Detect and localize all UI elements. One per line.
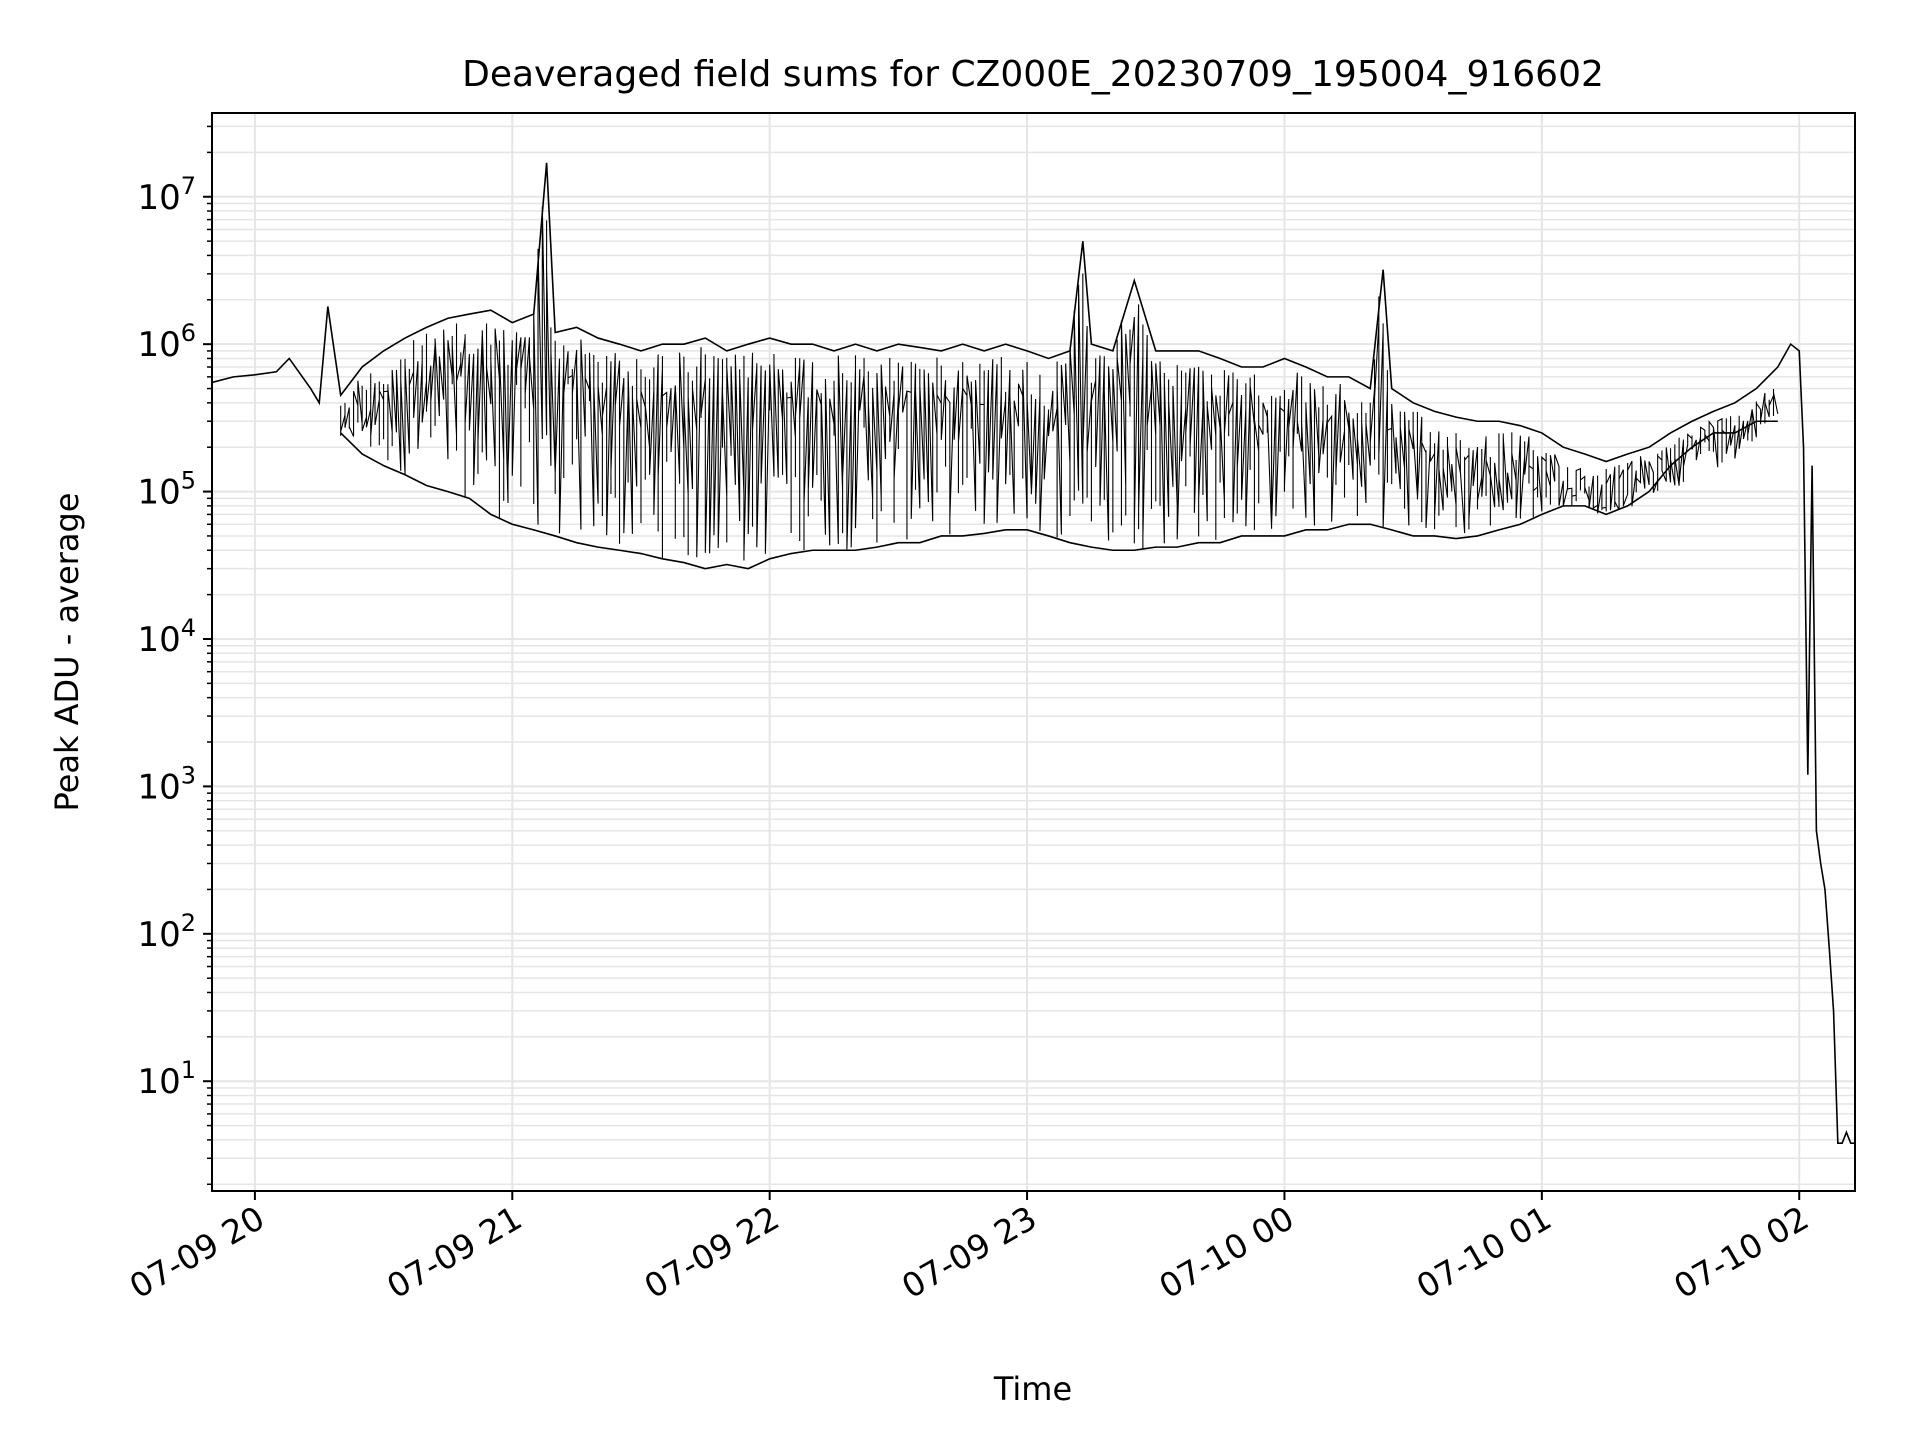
y-tick-label: 107 [137,172,196,218]
series-noise-trace [340,206,1779,561]
series-upper-line [211,162,1855,1144]
y-tick-label: 105 [137,467,196,513]
y-tick-label: 104 [137,614,196,660]
x-axis-label: Time [993,1370,1072,1408]
data-layer [211,162,1855,1144]
plot-frame [211,112,1856,1192]
y-tick-label: 106 [137,319,196,365]
chart-title: Deaveraged field sums for CZ000E_2023070… [462,54,1604,95]
y-axis-label: Peak ADU - average [48,493,86,812]
y-tick-label: 102 [137,909,196,955]
y-tick-label: 101 [137,1056,196,1102]
y-tick-label: 103 [137,761,196,807]
series-lower-line [340,420,1778,570]
